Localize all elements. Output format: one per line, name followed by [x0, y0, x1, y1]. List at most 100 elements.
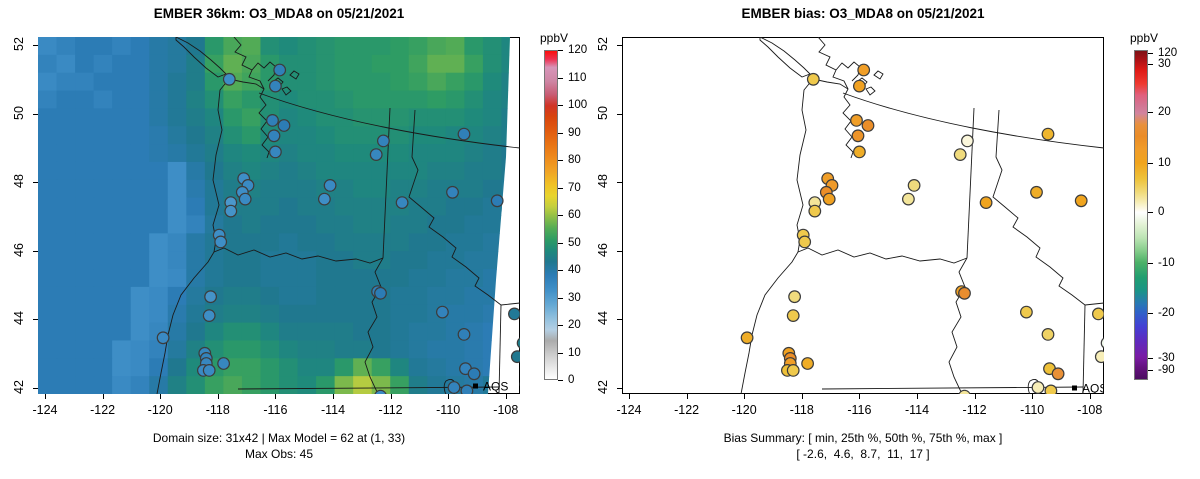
model-map-title: EMBER 36km: O3_MDA8 on 05/21/2021 — [153, 6, 405, 21]
station-dot — [318, 192, 331, 206]
colorbar-tick — [1148, 162, 1153, 164]
colorbar-tick-label: -20 — [1158, 307, 1175, 319]
model-x-tick-label: -118 — [205, 403, 230, 417]
station-dot — [204, 290, 218, 304]
station-dot — [1031, 381, 1045, 394]
colorbar-tick — [558, 50, 563, 51]
station-dot — [808, 204, 822, 218]
model-colorbar — [544, 50, 558, 380]
station-dot — [267, 129, 281, 143]
colorbar-tick — [1148, 212, 1153, 214]
aqs-legend-marker — [1072, 385, 1077, 391]
colorbar-tick — [558, 215, 563, 216]
colorbar-tick — [1148, 357, 1153, 359]
colorbar-tick — [1148, 262, 1153, 264]
colorbar-tick-label: 0 — [1158, 206, 1165, 219]
station-dot — [273, 63, 287, 77]
station-dot — [798, 235, 812, 249]
colorbar-tick — [558, 187, 563, 189]
bias-y-tick — [617, 113, 622, 115]
colorbar-tick — [558, 270, 563, 271]
bias-map: AQS — [740, 37, 1104, 395]
model-y-tick-label: 48 — [12, 174, 26, 188]
bias-x-tick — [1032, 394, 1034, 399]
station-dot — [851, 129, 865, 143]
model-x-tick — [217, 394, 219, 399]
bias-colorbar — [1134, 50, 1148, 380]
bias-map-caption-line2: [ -2.6, 4.6, 8.7, 11, 17 ] — [796, 447, 930, 461]
station-dot — [1074, 194, 1088, 208]
bias-x-tick-label: -118 — [789, 403, 814, 417]
colorbar-tick — [558, 77, 563, 79]
model-map-caption-line1: Domain size: 31x42 | Max Model = 62 at (… — [152, 431, 406, 445]
model-map: AQS — [38, 37, 520, 394]
bias-x-tick-label: -114 — [904, 403, 930, 417]
colorbar-tick-label: 60 — [568, 209, 581, 221]
model-x-tick-label: -112 — [378, 403, 403, 417]
bias-map-title: EMBER bias: O3_MDA8 on 05/21/2021 — [741, 6, 985, 21]
model-y-tick — [33, 387, 38, 389]
colorbar-tick — [558, 325, 563, 326]
colorbar-tick — [558, 380, 563, 381]
bias-y-tick-label: 42 — [596, 379, 610, 394]
station-dot — [268, 145, 282, 159]
bias-x-tick-label: -122 — [674, 403, 700, 417]
station-dot — [217, 357, 231, 370]
station-dot — [1051, 367, 1065, 381]
bias-station-dots — [740, 63, 1104, 394]
model-map-caption-line2: Max Obs: 45 — [244, 447, 314, 461]
colorbar-tick-label: 30 — [568, 291, 581, 304]
station-dot — [1041, 127, 1055, 141]
station-dot — [801, 357, 815, 370]
bias-x-tick — [1089, 394, 1091, 399]
colorbar-tick — [558, 160, 563, 161]
colorbar-tick — [558, 105, 563, 106]
station-dot — [460, 384, 474, 394]
station-dot — [377, 134, 390, 148]
colorbar-tick — [558, 297, 563, 299]
station-dot — [786, 309, 800, 323]
model-x-tick — [160, 394, 162, 399]
model-x-tick-label: -116 — [263, 403, 288, 417]
station-dot — [222, 72, 236, 86]
obs-station-dots — [156, 63, 520, 394]
bias-x-tick-label: -108 — [1077, 403, 1103, 417]
station-dot — [857, 63, 871, 77]
station-dot — [958, 389, 971, 394]
station-dot — [1030, 185, 1043, 199]
station-dot — [1020, 305, 1033, 319]
colorbar-tick-label: -90 — [1158, 364, 1175, 377]
station-dot — [1044, 384, 1058, 394]
station-dot — [1094, 350, 1104, 364]
station-dot — [238, 192, 252, 206]
model-y-tick-label: 44 — [12, 311, 26, 325]
model-y-tick-label: 46 — [12, 242, 26, 257]
model-x-tick — [275, 394, 277, 399]
station-dot — [740, 331, 754, 345]
station-dot — [958, 286, 971, 300]
bias-x-tick — [744, 394, 746, 399]
station-dot — [490, 194, 504, 208]
colorbar-tick-label: 20 — [568, 319, 581, 331]
bias-y-tick — [617, 319, 622, 320]
bias-x-tick — [917, 394, 918, 399]
colorbar-tick — [1148, 112, 1153, 114]
colorbar-tick-label: 10 — [1158, 156, 1171, 169]
station-dot — [516, 337, 520, 349]
model-y-tick — [33, 182, 38, 183]
bias-x-tick — [629, 394, 630, 399]
bias-x-tick-label: -112 — [962, 403, 987, 417]
station-dot — [447, 381, 461, 394]
station-dot — [202, 364, 216, 377]
station-dot — [861, 119, 875, 132]
bias-x-tick — [859, 394, 861, 399]
station-dot — [457, 328, 471, 341]
colorbar-tick — [558, 132, 563, 134]
colorbar-tick-label: 0 — [568, 374, 575, 386]
station-dot — [467, 367, 481, 381]
colorbar-tick — [558, 352, 563, 354]
bias-y-tick — [617, 45, 622, 46]
model-x-tick — [448, 394, 450, 399]
aqs-legend-label: AQS — [1082, 382, 1104, 395]
colorbar-tick-label: 80 — [568, 154, 581, 166]
